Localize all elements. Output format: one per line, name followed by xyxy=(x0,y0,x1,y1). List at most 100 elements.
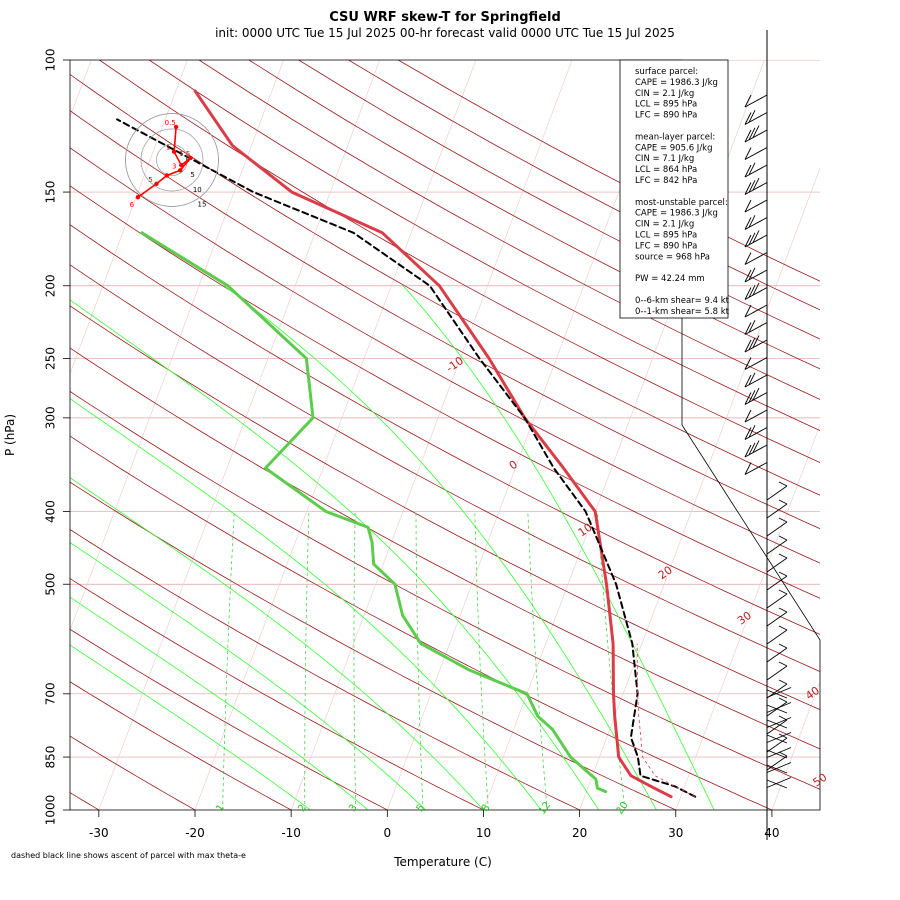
moist-adiabat-4 xyxy=(70,541,427,810)
wind-barb-shaft xyxy=(744,287,768,300)
wind-barb xyxy=(766,717,792,728)
wind-barb xyxy=(744,147,768,160)
wind-barb xyxy=(766,702,792,713)
wind-barb xyxy=(744,387,768,405)
wind-barb-feather xyxy=(748,267,756,281)
wind-barb-shaft xyxy=(744,129,768,143)
wind-barb xyxy=(744,425,768,440)
wind-barb-shaft xyxy=(766,719,788,735)
chart-title: CSU WRF skew-T for Springfield xyxy=(329,10,561,25)
wind-barb-shaft xyxy=(766,779,788,789)
dry-adiabat-130 xyxy=(70,73,820,496)
wind-barb-shaft xyxy=(766,503,788,519)
dry-adiabat-50 xyxy=(70,390,820,790)
y-axis-label: P (hPa) xyxy=(3,414,17,456)
wind-barb-feather xyxy=(778,697,788,703)
x-tick-label: 30 xyxy=(668,826,683,840)
background-grid xyxy=(70,60,820,810)
stats-line: 0--1-km shear= 5.8 kt xyxy=(635,307,730,317)
wind-barb-shaft xyxy=(766,485,788,501)
wind-barb-shaft xyxy=(744,112,768,125)
hodograph-ring-label: 15 xyxy=(197,201,206,209)
wind-barb-feather xyxy=(744,357,752,370)
wind-barb xyxy=(744,357,768,370)
wind-barb-feather xyxy=(778,535,788,541)
stats-line: LCL = 864 hPa xyxy=(635,165,697,175)
wind-barb-feather xyxy=(744,112,752,125)
wind-barb xyxy=(766,643,788,663)
hodograph-ring-outer xyxy=(125,113,219,207)
wind-barb xyxy=(766,751,788,771)
wind-barb xyxy=(744,462,768,475)
wind-barb-feather xyxy=(752,230,760,243)
chart-subtitle: init: 0000 UTC Tue 15 Jul 2025 00-hr for… xyxy=(215,26,675,40)
wind-barb-feather xyxy=(748,285,756,298)
parcel-trace xyxy=(116,118,697,798)
wind-barb xyxy=(744,252,768,265)
wind-barb-shaft xyxy=(766,702,792,713)
wind-barb xyxy=(766,553,788,573)
hodograph-point-label: 6 xyxy=(130,201,135,209)
wind-barb xyxy=(766,749,788,759)
wind-barb-feather xyxy=(748,215,756,228)
x-axis-ticks: -30 -20 -10 0 10 20 30 40 xyxy=(89,810,780,840)
hodograph-point xyxy=(135,195,141,200)
wind-barb-feather xyxy=(748,232,756,246)
wind-barb xyxy=(766,499,788,519)
mixing-ratio-1 xyxy=(222,511,235,810)
dry-adiabat-100 xyxy=(70,185,820,599)
wind-barb-shaft xyxy=(766,704,788,714)
wind-barb xyxy=(766,777,792,788)
mixing-ratio-label: 5 xyxy=(415,803,428,815)
wind-barb-shaft xyxy=(744,462,768,475)
dry-adiabat-110 xyxy=(70,147,820,564)
mixing-ratio-2 xyxy=(304,511,310,810)
stats-line: CAPE = 1986.3 J/kg xyxy=(635,209,718,219)
wind-barb-feather xyxy=(744,462,752,475)
wind-barb-feather xyxy=(778,643,788,649)
isotherm-40 xyxy=(771,680,820,810)
wind-barb-feather xyxy=(744,182,752,195)
wind-barb xyxy=(766,779,788,789)
wind-barb xyxy=(766,734,788,744)
stats-line: 0--6-km shear= 9.4 kt xyxy=(635,296,730,306)
dry-adiabat-30 xyxy=(70,481,677,810)
wind-barb-feather xyxy=(748,337,756,351)
stats-line: CIN = 7.1 J/kg xyxy=(635,154,694,164)
hodograph-point xyxy=(179,162,184,168)
dry-adiabat-10 xyxy=(70,578,485,810)
wind-barb-feather xyxy=(744,252,752,265)
wind-barb-feather xyxy=(744,164,752,178)
wind-barb-feather xyxy=(748,425,756,438)
wind-barb-shaft xyxy=(766,539,788,555)
dry-adiabat-60 xyxy=(70,347,820,750)
wind-barb xyxy=(744,409,768,423)
wind-barb-feather xyxy=(778,607,788,613)
y-tick-label: 400 xyxy=(44,500,58,523)
wind-barb-shaft xyxy=(744,357,768,370)
x-tick-label: 40 xyxy=(764,826,779,840)
wind-barb xyxy=(766,589,788,609)
dry-adiabat-140 xyxy=(99,60,820,463)
y-tick-label: 500 xyxy=(44,573,58,596)
wind-barb-feather xyxy=(778,571,788,577)
isotherm--30 xyxy=(98,60,381,810)
wind-barb xyxy=(766,687,792,698)
stats-line: CIN = 2.1 J/kg xyxy=(635,89,694,99)
wind-barb-feather xyxy=(778,751,788,757)
stats-line: CAPE = 1986.3 J/kg xyxy=(635,78,718,88)
wind-barb-shaft xyxy=(766,717,792,728)
moist-adiabat-28 xyxy=(223,285,657,810)
wind-barb-feather xyxy=(778,499,788,505)
wind-barb-shaft xyxy=(766,777,792,788)
wind-barb-feather xyxy=(778,553,788,559)
wind-barb-shaft xyxy=(744,234,768,248)
wind-barb xyxy=(744,162,768,178)
hodograph-point xyxy=(188,155,193,161)
isotherm--50 xyxy=(70,60,188,375)
isotherm-30 xyxy=(675,424,820,810)
wind-barb-feather xyxy=(748,127,756,141)
wind-barb xyxy=(744,110,768,125)
x-tick-label: 0 xyxy=(383,826,391,840)
wind-barb-shaft xyxy=(766,747,792,758)
